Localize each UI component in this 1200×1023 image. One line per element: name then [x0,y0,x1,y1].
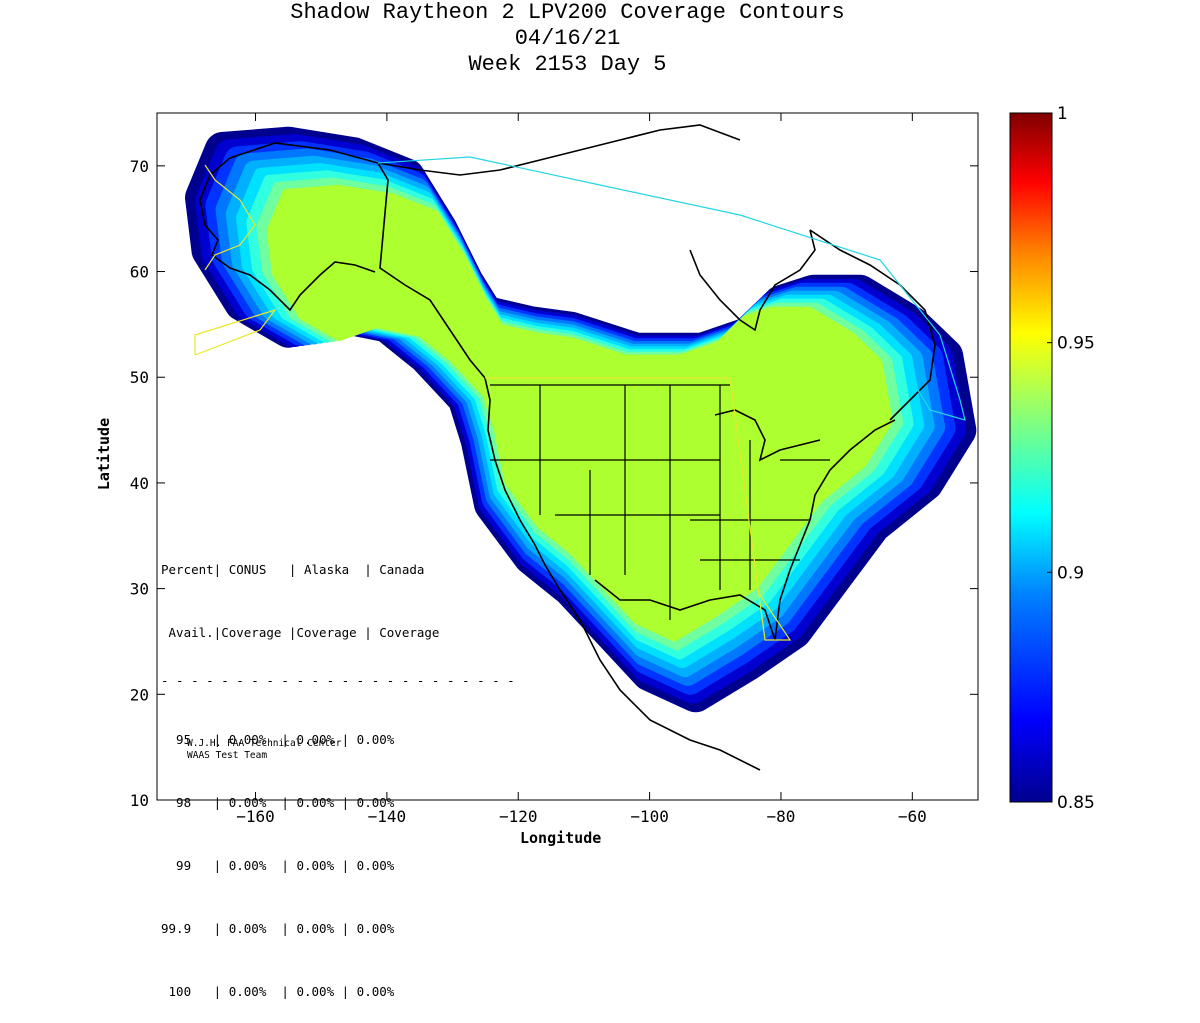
conus-boundary [485,377,792,641]
plot-frame [156,112,979,801]
great-lakes-outline [714,409,821,462]
coverage-row-99: 99 | 0.00% | 0.00% | 0.00% [161,858,395,873]
us-west-coast [484,377,761,771]
x-axis-ticks: −160 −140 −120 −100 −80 −60 [236,113,927,826]
chart-date: 04/16/21 [514,26,621,51]
coverage-band-9 [266,184,893,642]
y-tick-label: 20 [130,685,149,704]
coverage-table-separator: - - - - - - - - - - - - - - - - - - - - … [161,673,515,688]
x-tick-label: −60 [898,807,927,826]
hudson-bay [689,229,816,332]
alaska-coastline [229,142,486,379]
colorbar [1009,112,1053,803]
coverage-contours [185,126,977,713]
coverage-row-95: 95 | 0.00% | 0.00% | 0.00% [161,732,395,747]
arctic-coast [377,124,741,176]
chart-week: Week 2153 Day 5 [468,52,667,77]
colorbar-tick-label: 0.85 [1057,793,1095,813]
y-axis-label: Latitude [95,417,114,491]
alaska-boundary [194,308,277,356]
y-axis-ticks: 10 20 30 40 50 60 70 [130,157,978,810]
credit-line-1: W.J.H. FAA Technical Center [187,738,342,749]
colorbar-tick-label: 1 [1057,104,1068,124]
labrador-coast [809,229,936,421]
coverage-row-99-9: 99.9 | 0.00% | 0.00% | 0.00% [161,921,395,936]
y-tick-label: 70 [130,157,149,176]
y-tick-label: 60 [130,263,149,282]
alaska-boundary-north [204,164,256,271]
y-tick-label: 50 [130,368,149,387]
credits: W.J.H. FAA Technical Center WAAS Test Te… [187,738,341,762]
colorbar-ticks: 1 0.95 0.9 0.85 [1047,104,1095,813]
x-axis-label: Longitude [520,829,602,847]
coverage-table-subheader: Avail.|Coverage |Coverage | Coverage [161,625,440,640]
coverage-row-100: 100 | 0.00% | 0.00% | 0.00% [161,984,395,999]
y-tick-label: 40 [130,474,149,493]
colorbar-tick-label: 0.95 [1057,334,1095,354]
coastline-outlines [199,124,936,771]
x-tick-label: −140 [368,807,407,826]
y-tick-label: 30 [130,580,149,599]
state-boundaries [490,384,830,620]
x-tick-label: −100 [630,807,669,826]
colorbar-tick-label: 0.9 [1057,563,1084,583]
service-area-boundaries [194,156,966,641]
x-tick-label: −80 [767,807,796,826]
x-tick-label: −160 [236,807,275,826]
coverage-row-98: 98 | 0.00% | 0.00% | 0.00% [161,795,395,810]
y-tick-label: 10 [130,791,149,810]
alaska-west-coast [199,157,376,312]
x-tick-label: −120 [499,807,538,826]
chart-title: Shadow Raytheon 2 LPV200 Coverage Contou… [290,0,845,25]
coverage-table-header: Percent| CONUS | Alaska | Canada [161,562,425,577]
canada-boundary [377,156,966,421]
credit-line-2: WAAS Test Team [187,750,268,761]
coverage-table: Percent| CONUS | Alaska | Canada Avail.|… [161,517,515,1023]
